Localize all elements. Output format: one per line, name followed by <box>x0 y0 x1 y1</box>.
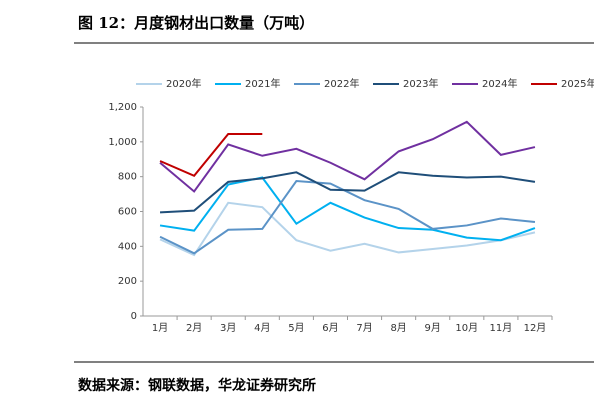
legend-label: 2025年 <box>561 77 594 90</box>
series-line <box>159 120 536 193</box>
x-tick-label: 7月 <box>356 322 372 334</box>
x-tick-label: 9月 <box>425 322 441 334</box>
series-line <box>159 201 536 257</box>
series-line <box>159 179 536 255</box>
legend-label: 2024年 <box>482 77 517 90</box>
chart-title: 图 12：月度钢材出口数量（万吨） <box>78 14 314 32</box>
y-tick-label: 600 <box>118 207 137 218</box>
legend-label: 2020年 <box>166 77 201 90</box>
y-tick-label: 0 <box>131 311 137 322</box>
x-tick-label: 2月 <box>186 322 202 334</box>
y-tick-label: 200 <box>118 276 137 287</box>
x-tick-label: 1月 <box>152 322 168 334</box>
legend-label: 2022年 <box>324 77 359 90</box>
x-tick-label: 11月 <box>490 322 513 334</box>
series-line <box>159 176 536 242</box>
source: 数据来源：钢联数据，华龙证券研究所 <box>78 377 316 394</box>
legend-label: 2021年 <box>245 77 280 90</box>
y-tick-label: 1,000 <box>108 137 137 148</box>
y-tick-label: 1,200 <box>108 102 137 113</box>
series-line <box>159 132 263 178</box>
x-tick-label: 10月 <box>455 322 478 334</box>
y-tick-label: 400 <box>118 241 137 252</box>
legend-label: 2023年 <box>403 77 438 90</box>
x-tick-label: 8月 <box>390 322 406 334</box>
x-tick-label: 4月 <box>254 322 270 334</box>
x-tick-label: 3月 <box>220 322 236 334</box>
y-tick-label: 800 <box>118 172 137 183</box>
x-tick-label: 6月 <box>322 322 338 334</box>
x-tick-label: 12月 <box>524 322 547 334</box>
x-tick-label: 5月 <box>288 322 304 334</box>
series-line <box>159 171 536 214</box>
